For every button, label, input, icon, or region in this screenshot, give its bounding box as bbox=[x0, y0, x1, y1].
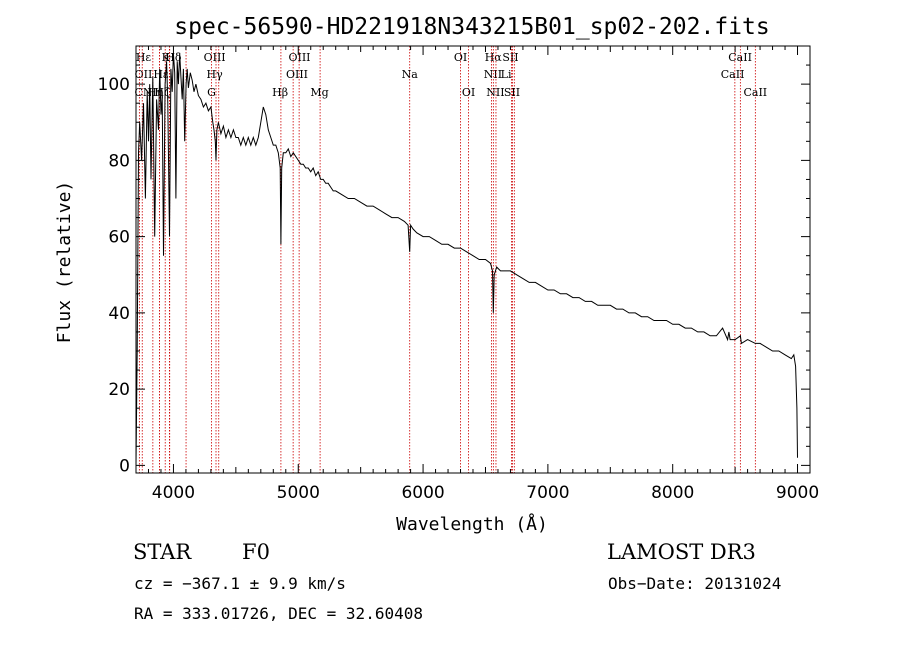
observation-date: Obs−Date: 20131024 bbox=[608, 574, 782, 593]
line-marker-label-4: OII bbox=[135, 68, 153, 81]
object-subclass: F0 bbox=[242, 540, 270, 564]
y-tick-label: 40 bbox=[108, 304, 130, 324]
line-marker-label-21: NII bbox=[484, 68, 502, 81]
line-marker-label-17: OI bbox=[454, 51, 467, 64]
line-marker-label-2: H bbox=[165, 51, 175, 64]
spectrum-line-0 bbox=[135, 53, 798, 466]
object-class: STAR bbox=[133, 540, 192, 564]
line-marker-label-5: Hε bbox=[153, 68, 169, 81]
y-tick-label: 100 bbox=[98, 75, 130, 95]
y-tick-label: 80 bbox=[108, 151, 130, 171]
line-marker-label-25: CaII bbox=[728, 51, 752, 64]
line-marker-label-27: CaII bbox=[743, 86, 767, 99]
line-marker-label-11: G bbox=[207, 86, 216, 99]
x-tick-label: 9000 bbox=[776, 483, 819, 503]
redshift-cz: cz = −367.1 ± 9.9 km/s bbox=[134, 574, 346, 593]
line-marker-label-24: SII bbox=[504, 86, 520, 99]
line-marker-label-15: Mg bbox=[310, 86, 328, 99]
line-marker-label-8: Hζ bbox=[154, 86, 170, 99]
line-marker-label-1: K bbox=[162, 51, 171, 64]
x-tick-label: 6000 bbox=[401, 483, 444, 503]
line-marker-label-12: Hβ bbox=[272, 86, 288, 99]
y-tick-label: 0 bbox=[119, 456, 130, 476]
y-tick-label: 60 bbox=[108, 228, 130, 248]
x-tick-label: 4000 bbox=[152, 483, 195, 503]
x-tick-label: 8000 bbox=[651, 483, 694, 503]
line-marker-label-22: Li bbox=[501, 68, 512, 81]
line-marker-label-18: OI bbox=[462, 86, 475, 99]
line-marker-label-13: OIII bbox=[288, 51, 310, 64]
line-marker-label-10: Hγ bbox=[207, 68, 224, 81]
line-marker-label-23: NII bbox=[486, 86, 504, 99]
line-marker-label-3: Hε bbox=[136, 51, 152, 64]
x-tick-label: 7000 bbox=[526, 483, 569, 503]
y-tick-label: 20 bbox=[108, 380, 130, 400]
line-marker-label-6: CN bbox=[134, 86, 152, 99]
x-tick-label: 5000 bbox=[277, 483, 320, 503]
ra-dec-coordinates: RA = 333.01726, DEC = 32.60408 bbox=[134, 604, 423, 623]
line-marker-label-9: OIII bbox=[204, 51, 226, 64]
line-marker-label-14: OIII bbox=[286, 68, 308, 81]
survey-name: LAMOST DR3 bbox=[607, 540, 756, 564]
x-axis-label: Wavelength (Å) bbox=[396, 513, 548, 535]
plot-frame bbox=[135, 45, 811, 474]
line-marker-label-26: CaII bbox=[721, 68, 745, 81]
line-marker-label-20: SII bbox=[502, 51, 518, 64]
line-marker-label-16: Na bbox=[402, 68, 419, 81]
line-marker-label-19: Hα bbox=[485, 51, 503, 64]
chart-title: spec-56590-HD221918N343215B01_sp02-202.f… bbox=[174, 14, 769, 40]
y-axis-label: Flux (relative) bbox=[54, 181, 75, 344]
